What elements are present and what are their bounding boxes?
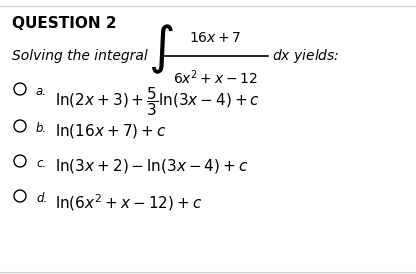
Text: d.: d. [36,192,47,205]
Text: $\int$: $\int$ [148,22,174,76]
Text: $dx$ yields:: $dx$ yields: [272,47,339,65]
Text: Solving the integral: Solving the integral [12,49,148,63]
Text: $\mathrm{ln}\left(6x^2+x-12\right)+c$: $\mathrm{ln}\left(6x^2+x-12\right)+c$ [55,192,202,213]
Text: $6x^2+x-12$: $6x^2+x-12$ [173,68,258,87]
Text: QUESTION 2: QUESTION 2 [12,16,116,31]
Text: $\mathrm{ln}\left(3x+2\right)-\mathrm{ln}\left(3x-4\right)+c$: $\mathrm{ln}\left(3x+2\right)-\mathrm{ln… [55,157,248,175]
Text: $\mathrm{ln}\left(16x+7\right)+c$: $\mathrm{ln}\left(16x+7\right)+c$ [55,122,166,140]
Text: b.: b. [36,122,47,135]
Text: a.: a. [36,85,47,98]
Text: $\mathrm{ln}\left(2x+3\right)+\dfrac{5}{3}\mathrm{ln}\left(3x-4\right)+c$: $\mathrm{ln}\left(2x+3\right)+\dfrac{5}{… [55,85,260,118]
Text: $16x+7$: $16x+7$ [189,31,242,45]
Text: c.: c. [36,157,46,170]
